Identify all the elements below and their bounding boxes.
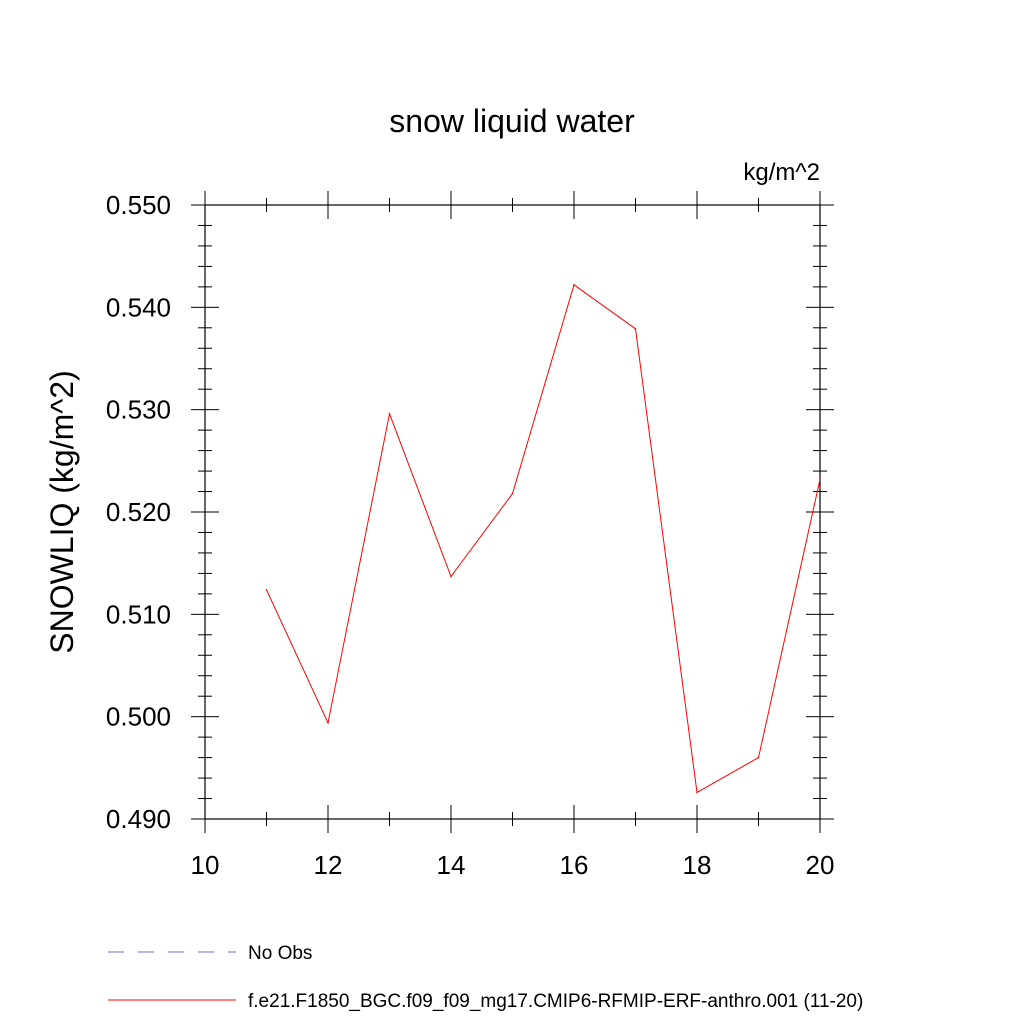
units-label: kg/m^2 xyxy=(743,159,820,186)
series-point xyxy=(634,328,637,330)
x-tick-label: 18 xyxy=(683,850,712,880)
y-tick-label: 0.510 xyxy=(106,599,171,629)
y-tick-label: 0.520 xyxy=(106,497,171,527)
y-tick-label: 0.530 xyxy=(106,395,171,425)
plot-area: 0.490 0.500 0.510 0.520 0.530 0.540 0.550 10 12 1… xyxy=(106,190,835,880)
series-point xyxy=(327,722,329,724)
y-axis-label: SNOWLIQ (kg/m^2) xyxy=(44,370,80,653)
series-point xyxy=(819,478,821,481)
y-tick-label: 0.550 xyxy=(106,190,171,220)
x-tick-label: 12 xyxy=(314,850,343,880)
series-point xyxy=(388,412,391,415)
series-point xyxy=(450,575,452,578)
legend-label: No Obs xyxy=(248,943,312,964)
series-point xyxy=(573,284,575,286)
y-tick-label: 0.540 xyxy=(106,292,171,322)
series-point xyxy=(511,492,514,495)
x-tick-label: 20 xyxy=(806,850,835,880)
legend-label: f.e21.F1850_BGC.f09_f09_mg17.CMIP6-RFMIP… xyxy=(248,991,863,1012)
series-point xyxy=(757,756,760,759)
x-tick-label: 16 xyxy=(560,850,589,880)
legend: No Obs f.e21.F1850_BGC.f09_f09_mg17.CMIP6… xyxy=(108,943,863,1012)
plot-frame xyxy=(204,204,821,820)
chart-title: snow liquid water xyxy=(389,103,635,139)
y-tick-label: 0.490 xyxy=(106,804,171,834)
x-tick-label: 10 xyxy=(191,850,220,880)
series-point xyxy=(265,588,268,591)
series-point xyxy=(696,791,698,794)
series-line xyxy=(266,283,821,794)
y-tick-label: 0.500 xyxy=(106,702,171,732)
x-tick-label: 14 xyxy=(437,850,466,880)
